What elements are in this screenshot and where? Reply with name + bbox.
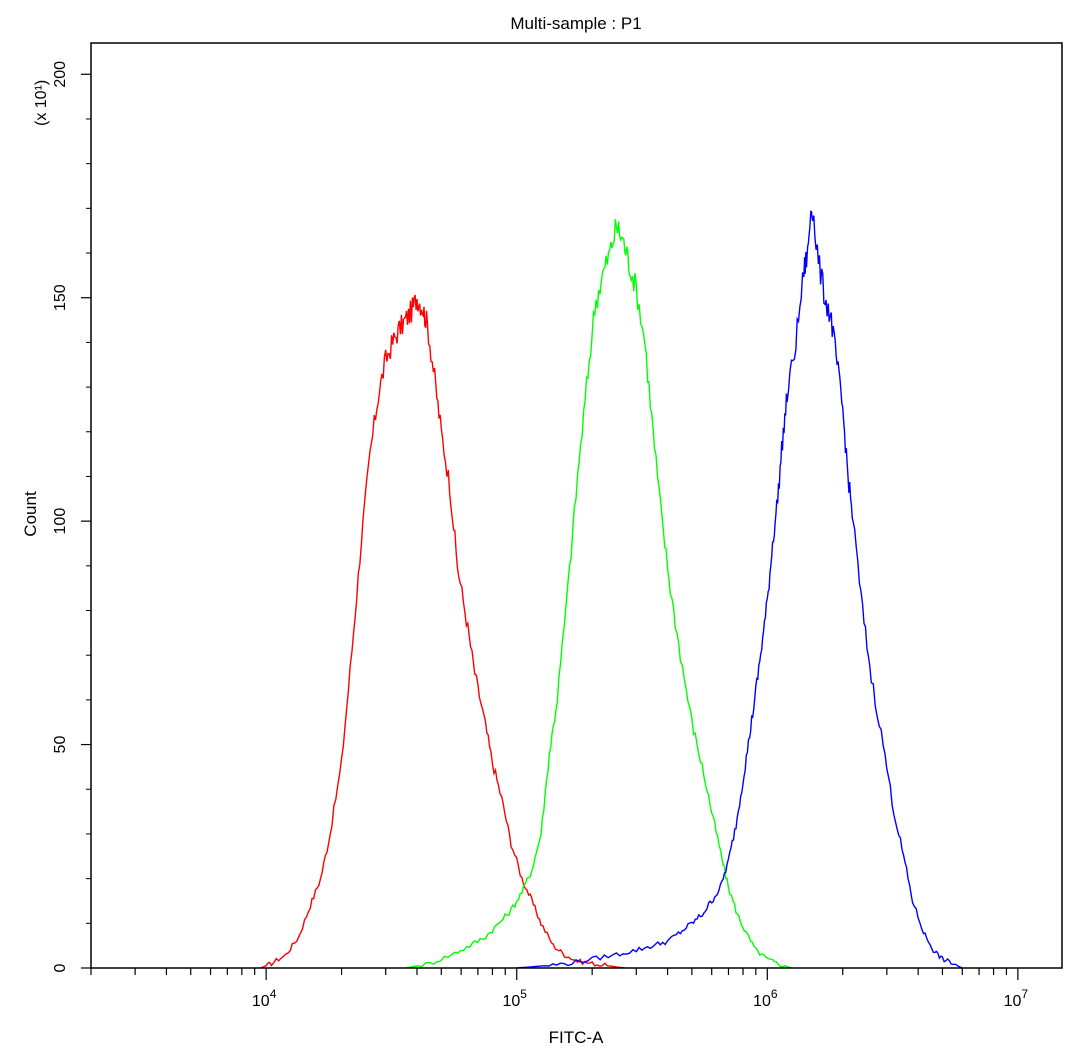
y-tick-label-group: 200 (52, 61, 69, 88)
x-tick-label: 105 (502, 987, 527, 1010)
y-tick-label-group: 0 (52, 963, 69, 972)
series-line-3 (516, 210, 963, 969)
x-tick-exponent: 7 (1021, 987, 1028, 1001)
y-tick-label: 50 (52, 736, 69, 754)
y-tick-label-group: 150 (52, 284, 69, 311)
y-axis: 0 50 100 150 200 (52, 61, 91, 972)
x-tick-label: 107 (1004, 987, 1029, 1010)
y-tick-label-group: 100 (52, 508, 69, 535)
x-tick-exponent: 4 (270, 987, 277, 1001)
y-axis-label: Count (21, 491, 40, 537)
x-tick-base: 10 (753, 993, 771, 1010)
chart-title: Multi-sample : P1 (510, 14, 641, 33)
y-tick-label: 200 (52, 61, 69, 88)
y-tick-label: 0 (52, 963, 69, 972)
x-tick-base: 10 (1004, 993, 1022, 1010)
x-tick-exponent: 6 (771, 987, 778, 1001)
x-tick-exponent: 5 (520, 987, 527, 1001)
x-tick-label: 106 (753, 987, 778, 1010)
series-layer (260, 210, 963, 969)
x-axis: 104 105 106 107 (90, 968, 1029, 1010)
y-tick-label-group: 50 (52, 736, 69, 754)
y-tick-label: 150 (52, 284, 69, 311)
y-axis-multiplier: (x 10¹) (33, 80, 50, 126)
x-tick-base: 10 (252, 993, 270, 1010)
series-line-2 (405, 219, 792, 969)
y-tick-label: 100 (52, 508, 69, 535)
plot-frame (90, 42, 1063, 969)
x-tick-label: 104 (252, 987, 277, 1010)
x-axis-label: FITC-A (549, 1028, 604, 1047)
y-axis-multiplier-label: (x 10¹) (33, 80, 50, 126)
x-tick-base: 10 (502, 993, 520, 1010)
series-line-1 (260, 294, 625, 969)
